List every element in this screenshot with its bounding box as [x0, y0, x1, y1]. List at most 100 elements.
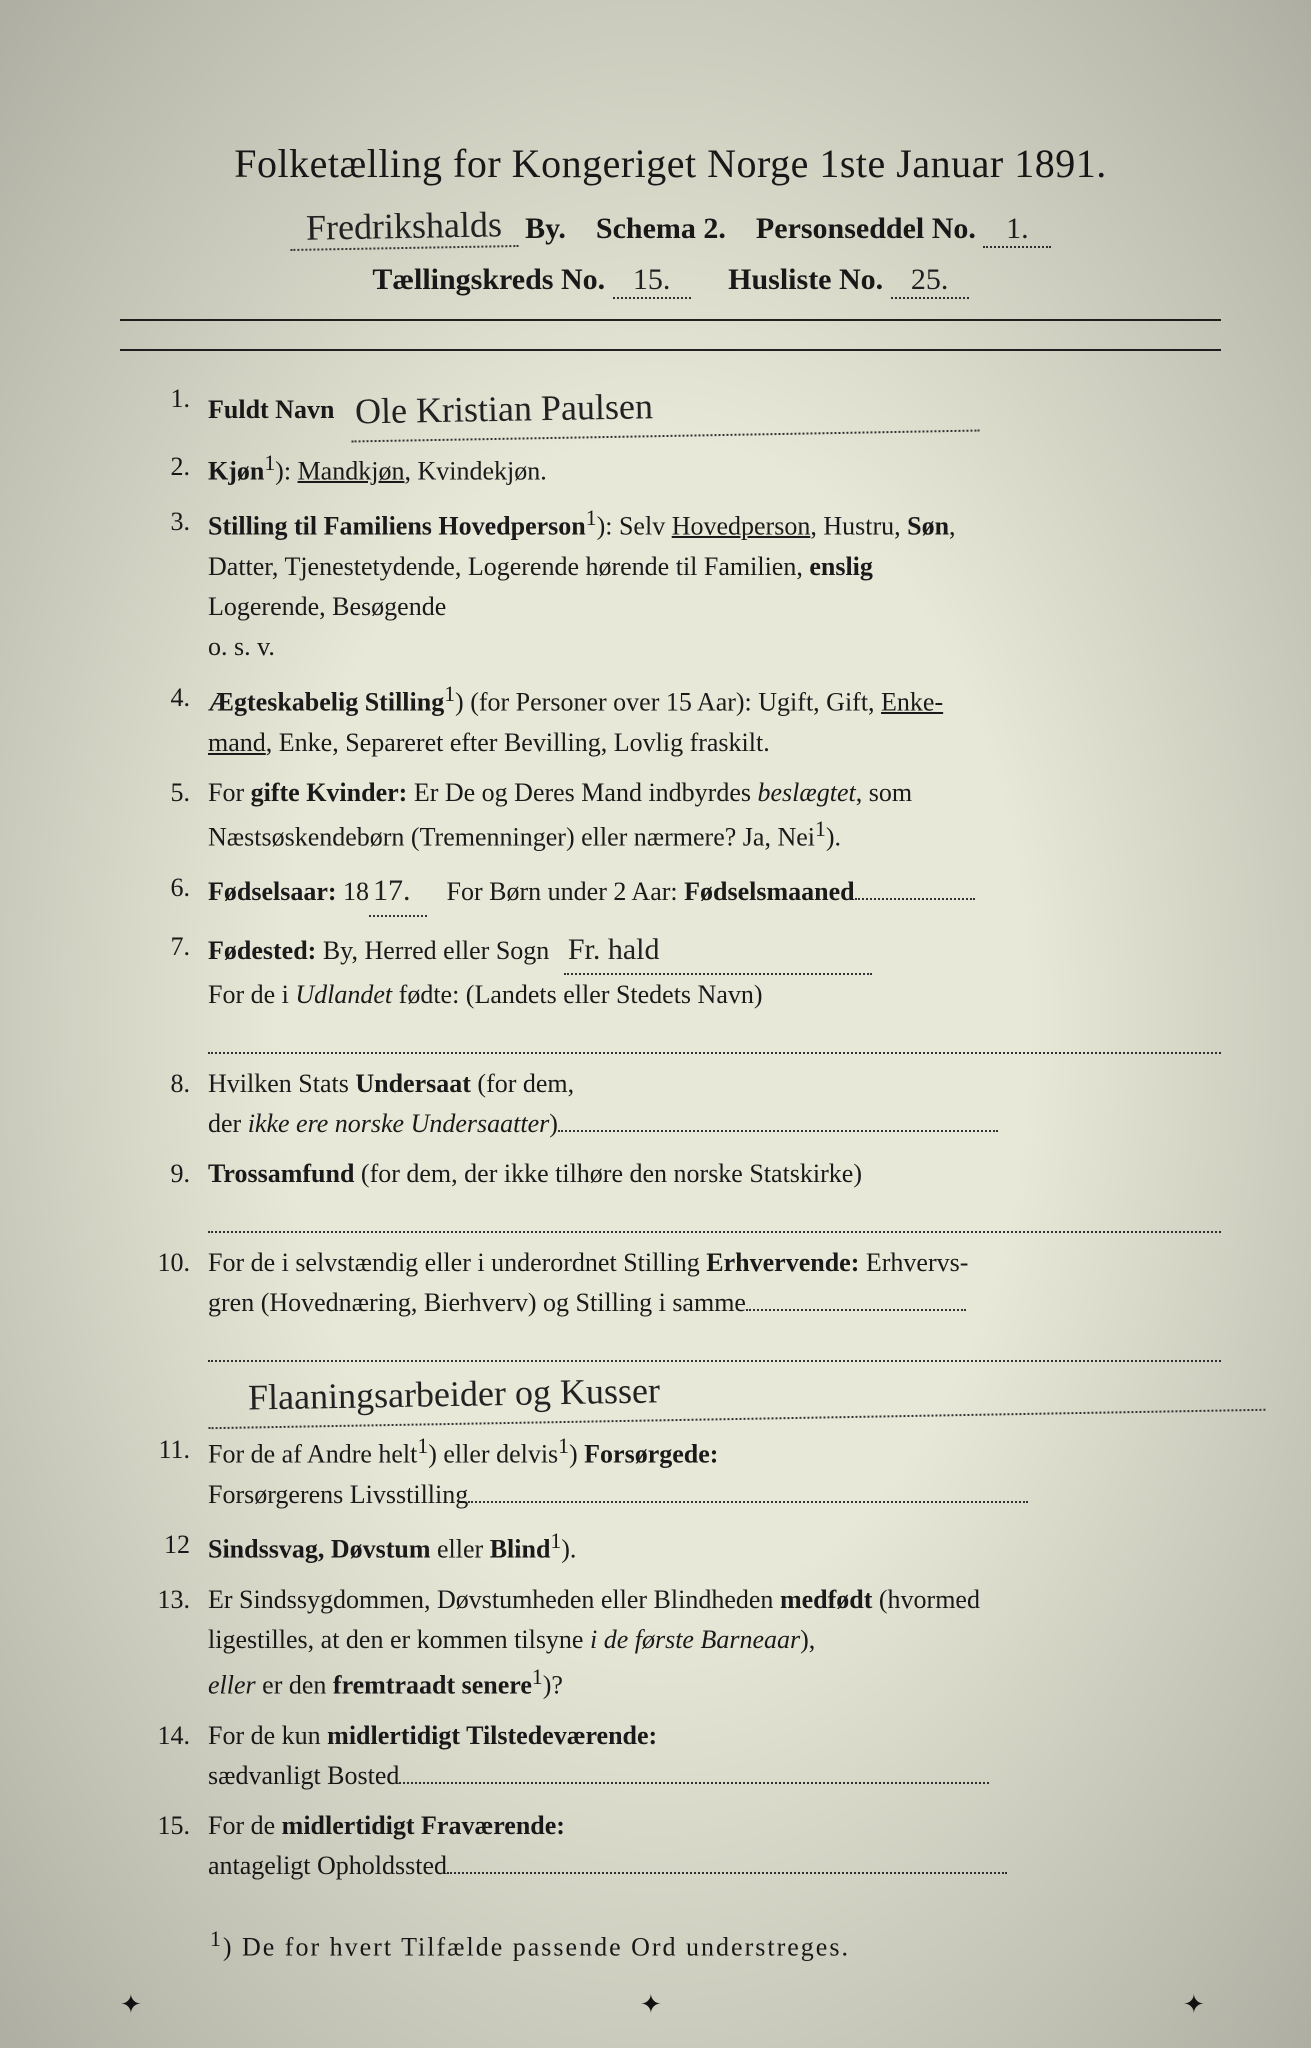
item-8-line2b: )	[549, 1109, 558, 1138]
item-6-body: Fødselsaar: 1817. For Børn under 2 Aar: …	[208, 868, 1221, 917]
item-11-bold: Forsørgede:	[584, 1440, 718, 1469]
item-7-num: 7.	[130, 927, 208, 1054]
item-15-text1: For de	[208, 1811, 282, 1840]
form-header: Folketælling for Kongeriget Norge 1ste J…	[120, 140, 1221, 299]
item-2: 2. Kjøn1): Mandkjøn, Kvindekjøn.	[130, 447, 1221, 492]
item-1-body: Fuldt Navn Ole Kristian Paulsen	[208, 379, 1221, 437]
item-2-underlined: Mandkjøn	[298, 456, 405, 485]
item-4-num: 4.	[130, 678, 208, 763]
item-13-text2: (hvormed	[872, 1585, 980, 1614]
item-11-sup2: 1	[558, 1434, 569, 1458]
personseddel-no: 1.	[983, 212, 1051, 248]
personseddel-label: Personseddel No.	[756, 212, 976, 245]
item-3-line1a: Selv	[619, 511, 672, 540]
item-5-prefix: For	[208, 778, 251, 807]
item-6-label2: Fødselsmaaned	[684, 877, 854, 906]
binding-pin-right: ✦	[1183, 1990, 1201, 2008]
item-12-sup: 1	[550, 1529, 561, 1553]
item-11-line2: Forsørgerens Livsstilling	[208, 1475, 1221, 1515]
city-handwritten: Fredrikshalds	[289, 203, 518, 251]
item-5-num: 5.	[130, 773, 208, 858]
footnote: 1) De for hvert Tilfælde passende Ord un…	[210, 1927, 1221, 1963]
item-3-label: Stilling til Familiens Hovedperson	[208, 511, 586, 540]
item-7-body: Fødested: By, Herred eller Sogn Fr. hald…	[208, 927, 1221, 1054]
form-title: Folketælling for Kongeriget Norge 1ste J…	[120, 140, 1221, 187]
item-10: 10. For de i selvstændig eller i underor…	[130, 1243, 1221, 1420]
item-7-value: Fr. hald	[564, 927, 872, 976]
item-13-ital: i de første Barneaar	[590, 1625, 800, 1654]
item-11-text3: )	[569, 1440, 584, 1469]
item-3-line2-text: Datter, Tjenestetydende, Logerende høren…	[208, 552, 809, 581]
item-8-body: Hvilken Stats Undersaat (for dem, der ik…	[208, 1064, 1221, 1145]
item-10-line2: gren (Hovednæring, Bierhverv) og Stillin…	[208, 1283, 1221, 1323]
item-3-line3: Logerende, Besøgende	[208, 587, 1221, 627]
item-12-text: eller	[431, 1535, 490, 1564]
item-8-bold: Undersaat	[355, 1069, 471, 1098]
item-5-line2: Næstsøskendebørn (Tremenninger) eller næ…	[208, 813, 1221, 858]
item-3-body: Stilling til Familiens Hovedperson1): Se…	[208, 502, 1221, 668]
item-13-sup: 1	[532, 1665, 543, 1689]
item-11-num: 11.	[130, 1430, 208, 1515]
item-9-num: 9.	[130, 1154, 208, 1233]
binding-pin-left: ✦	[120, 1990, 138, 2008]
item-15-line2: antageligt Opholdssted	[208, 1846, 1221, 1886]
item-4-line2: mand, Enke, Separeret efter Bevilling, L…	[208, 723, 1221, 763]
item-13-bold1: medfødt	[780, 1585, 872, 1614]
item-11-text1: For de af Andre helt	[208, 1440, 417, 1469]
item-7-label: Fødested:	[208, 936, 316, 965]
item-7-blankline	[208, 1015, 1221, 1053]
item-14-num: 14.	[130, 1716, 208, 1797]
item-13-text1: Er Sindssygdommen, Døvstumheden eller Bl…	[208, 1585, 780, 1614]
item-3: 3. Stilling til Familiens Hovedperson1):…	[130, 502, 1221, 668]
item-10-bold1: Erhvervende:	[706, 1248, 859, 1277]
item-5-text1: Er De og Deres Mand indbyrdes	[414, 778, 758, 807]
footnote-text: ) De for hvert Tilfælde passende Ord und…	[223, 1932, 850, 1961]
item-8-line2: der ikke ere norske Undersaatter)	[208, 1104, 1221, 1144]
item-4-sup: 1	[444, 682, 455, 706]
header-line-2: Fredrikshalds By. Schema 2. Personseddel…	[120, 205, 1221, 249]
item-12: 12 Sindssvag, Døvstum eller Blind1).	[130, 1525, 1221, 1570]
item-13-line3a: eller	[208, 1670, 256, 1699]
item-2-label: Kjøn	[208, 456, 264, 485]
taellingskreds-label: Tællingskreds No.	[372, 263, 605, 296]
divider-top-1	[120, 319, 1221, 321]
item-12-num: 12	[130, 1525, 208, 1570]
item-6-label: Fødselsaar:	[208, 877, 337, 906]
item-6-prefix18: 18	[343, 877, 369, 906]
item-3-enslig: enslig	[809, 552, 873, 581]
item-4-opts2a: mand	[208, 728, 266, 757]
item-11-body: For de af Andre helt1) eller delvis1) Fo…	[208, 1430, 1221, 1515]
header-line-3: Tællingskreds No. 15. Husliste No. 25.	[120, 263, 1221, 299]
item-5-sup: 1	[815, 817, 826, 841]
item-1: 1. Fuldt Navn Ole Kristian Paulsen	[130, 379, 1221, 437]
item-13-line2: ligestilles, at den er kommen tilsyne i …	[208, 1620, 1221, 1660]
item-2-body: Kjøn1): Mandkjøn, Kvindekjøn.	[208, 447, 1221, 492]
item-13-line2b: ),	[800, 1625, 815, 1654]
item-10-line2-text: gren (Hovednæring, Bierhverv) og Stillin…	[208, 1288, 746, 1317]
item-9-body: Trossamfund (for dem, der ikke tilhøre d…	[208, 1154, 1221, 1233]
item-9-label: Trossamfund	[208, 1159, 354, 1188]
item-3-line1b: , Hustru,	[810, 511, 907, 540]
item-4: 4. Ægteskabelig Stilling1) (for Personer…	[130, 678, 1221, 763]
item-4-paren: (for Personer over 15 Aar):	[470, 687, 752, 716]
item-5-ital: beslægtet	[758, 778, 856, 807]
husliste-label: Husliste No.	[728, 263, 883, 296]
item-13-line3: eller er den fremtraadt senere1)?	[208, 1661, 1221, 1706]
item-14-body: For de kun midlertidigt Tilstedeværende:…	[208, 1716, 1221, 1797]
item-13-line3b: er den	[256, 1670, 333, 1699]
form-items: 1. Fuldt Navn Ole Kristian Paulsen 2. Kj…	[130, 379, 1221, 1887]
item-5-label: gifte Kvinder:	[251, 778, 408, 807]
schema-label: Schema 2.	[596, 212, 726, 245]
item-14-line2-text: sædvanligt Bosted	[208, 1761, 399, 1790]
item-9-blankline	[208, 1195, 1221, 1233]
item-3-num: 3.	[130, 502, 208, 668]
item-13: 13. Er Sindssygdommen, Døvstumheden elle…	[130, 1580, 1221, 1706]
divider-top-2	[120, 349, 1221, 351]
item-11: 11. For de af Andre helt1) eller delvis1…	[130, 1430, 1221, 1515]
binding-pin-center: ✦	[640, 1990, 658, 2008]
item-6-num: 6.	[130, 868, 208, 917]
husliste-no: 25.	[891, 263, 969, 299]
item-8-text2: (for dem,	[471, 1069, 574, 1098]
item-13-body: Er Sindssygdommen, Døvstumheden eller Bl…	[208, 1580, 1221, 1706]
item-2-sup: 1	[264, 451, 275, 475]
